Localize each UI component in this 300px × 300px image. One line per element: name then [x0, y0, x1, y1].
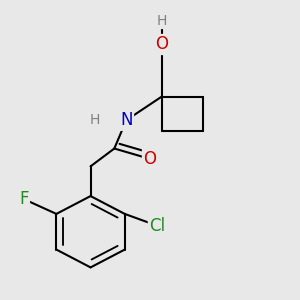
Text: Cl: Cl — [149, 217, 166, 235]
Text: O: O — [155, 35, 168, 53]
Text: N: N — [120, 111, 133, 129]
Text: H: H — [90, 113, 100, 127]
Text: O: O — [143, 150, 157, 168]
Text: H: H — [157, 14, 167, 28]
Text: F: F — [19, 190, 28, 208]
